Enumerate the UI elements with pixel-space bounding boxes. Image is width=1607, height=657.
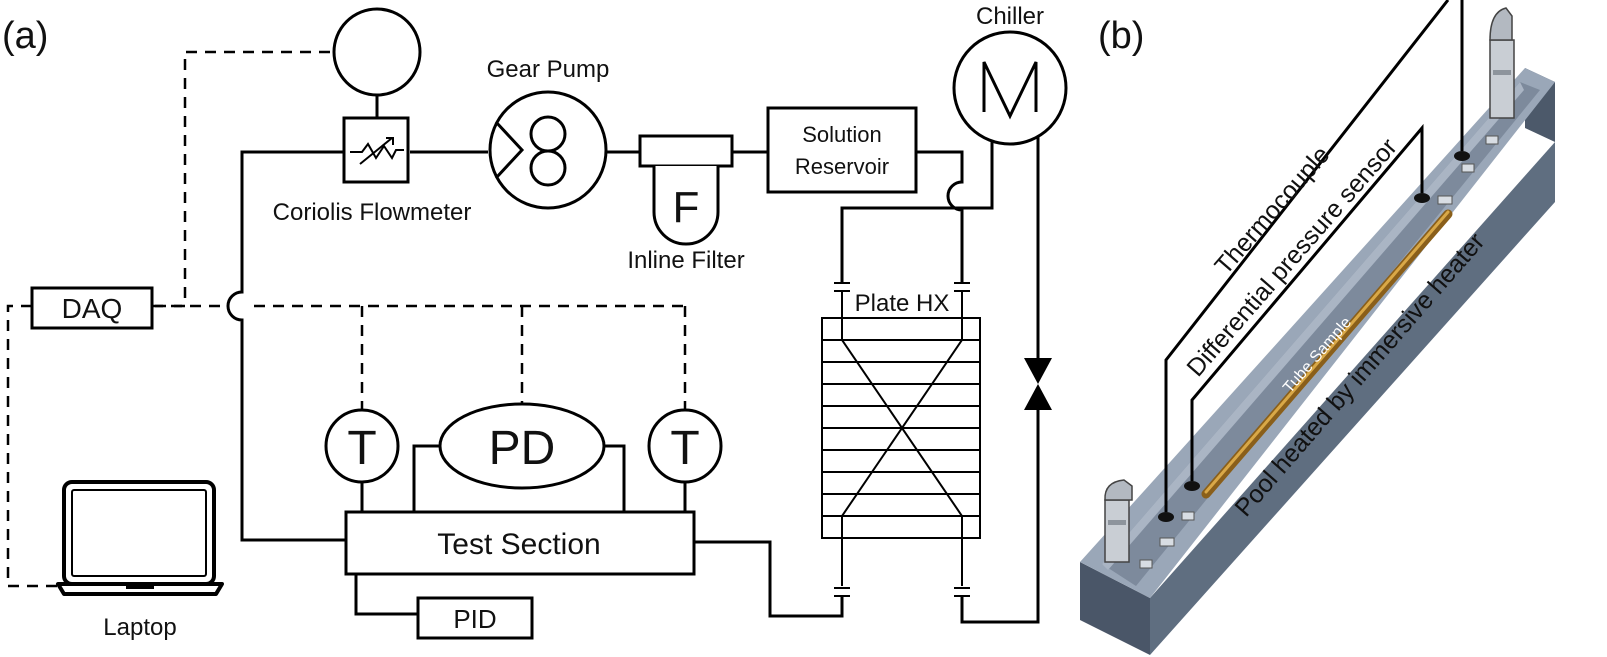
- daq-label: DAQ: [62, 293, 123, 324]
- left-elbow-fitting: [1104, 479, 1133, 563]
- reservoir-label-1: Solution: [802, 122, 882, 147]
- test-section: [344, 510, 696, 576]
- flowmeter-symbol: [350, 142, 404, 160]
- inline-filter-label: Inline Filter: [627, 247, 744, 274]
- pressure-diff-label: PD: [489, 422, 556, 475]
- gear-pump-icon: [488, 90, 608, 210]
- valve-icon: [1024, 358, 1052, 410]
- signal-lines: [6, 50, 687, 588]
- temp-sensor-left-label: T: [347, 422, 376, 475]
- filter-letter: F: [673, 183, 700, 232]
- plate-heat-exchanger: [821, 317, 981, 539]
- pid-label: PID: [453, 604, 496, 634]
- right-elbow-fitting: [1489, 7, 1515, 119]
- fittings: [1139, 135, 1499, 569]
- trough-render: [1080, 68, 1555, 655]
- panel-b-label: (b): [1098, 15, 1144, 57]
- panel-a-label: (a): [2, 15, 48, 57]
- sensor-ports: [1158, 151, 1470, 522]
- daq-box: [30, 286, 154, 330]
- laptop-icon: [56, 480, 224, 596]
- chiller-icon: [952, 30, 1068, 146]
- tube-sample-highlight: [1204, 210, 1450, 494]
- flowmeter-symbol-arrow: [359, 137, 394, 165]
- hx-fittings: [834, 282, 970, 597]
- gear-pump-label: Gear Pump: [487, 56, 610, 83]
- sensor-wires: [1164, 0, 1464, 512]
- flowmeter-gauge: [332, 7, 422, 97]
- chiller-label: Chiller: [976, 3, 1044, 30]
- plate-hx-label: Plate HX: [855, 290, 950, 317]
- laptop-label: Laptop: [103, 614, 176, 641]
- coriolis-flowmeter-label: Coriolis Flowmeter: [273, 199, 472, 226]
- pid-box: [416, 596, 534, 640]
- solution-reservoir: [766, 106, 918, 194]
- test-section-label: Test Section: [437, 528, 600, 561]
- temp-sensor-right: [647, 408, 723, 484]
- temp-sensor-left: [324, 408, 400, 484]
- fluid-piping: [226, 96, 1040, 624]
- inline-filter-icon: [638, 134, 734, 246]
- temp-sensor-right-label: T: [670, 422, 699, 475]
- pressure-diff-sensor: [438, 402, 606, 490]
- reservoir-label-2: Reservoir: [795, 154, 889, 179]
